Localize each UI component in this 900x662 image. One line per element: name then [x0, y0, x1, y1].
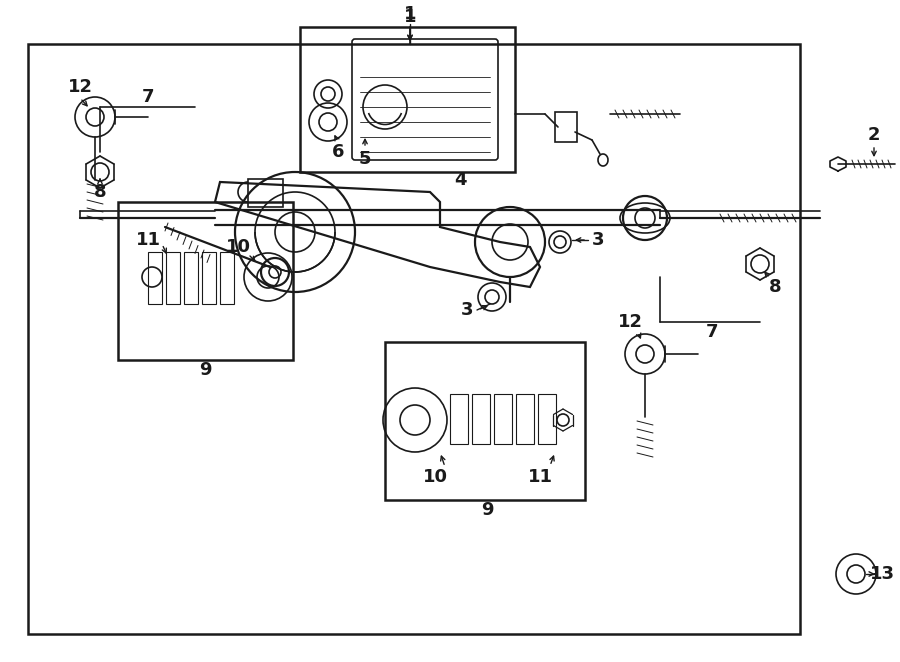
Bar	[516, 394, 534, 444]
Bar	[450, 394, 468, 444]
Bar	[184, 252, 198, 304]
Bar	[148, 252, 162, 304]
Text: 9: 9	[199, 361, 212, 379]
Bar	[28, 44, 800, 634]
Text: 3: 3	[592, 231, 604, 249]
Text: 7: 7	[706, 323, 718, 341]
Bar	[118, 202, 293, 360]
Bar	[166, 252, 180, 304]
Text: 12: 12	[68, 78, 93, 96]
Text: 13: 13	[869, 565, 895, 583]
Bar	[202, 252, 216, 304]
Text: 12: 12	[617, 313, 643, 331]
Text: 1: 1	[404, 8, 417, 26]
Text: 11: 11	[527, 468, 553, 486]
Bar	[538, 394, 556, 444]
Text: 3: 3	[461, 301, 473, 319]
Bar	[385, 342, 585, 500]
Bar	[300, 27, 515, 172]
Text: 10: 10	[226, 238, 250, 256]
Text: 9: 9	[481, 501, 493, 519]
Text: 8: 8	[94, 183, 106, 201]
Text: 7: 7	[142, 88, 154, 106]
Text: 5: 5	[359, 150, 372, 168]
Bar	[220, 252, 234, 304]
Text: 6: 6	[332, 143, 345, 161]
Text: 1: 1	[404, 5, 417, 23]
Text: 2: 2	[868, 126, 880, 144]
Text: 11: 11	[136, 231, 160, 249]
Text: 10: 10	[422, 468, 447, 486]
Bar	[472, 394, 490, 444]
Text: 8: 8	[769, 278, 781, 296]
Bar	[494, 394, 512, 444]
Text: 4: 4	[454, 171, 466, 189]
